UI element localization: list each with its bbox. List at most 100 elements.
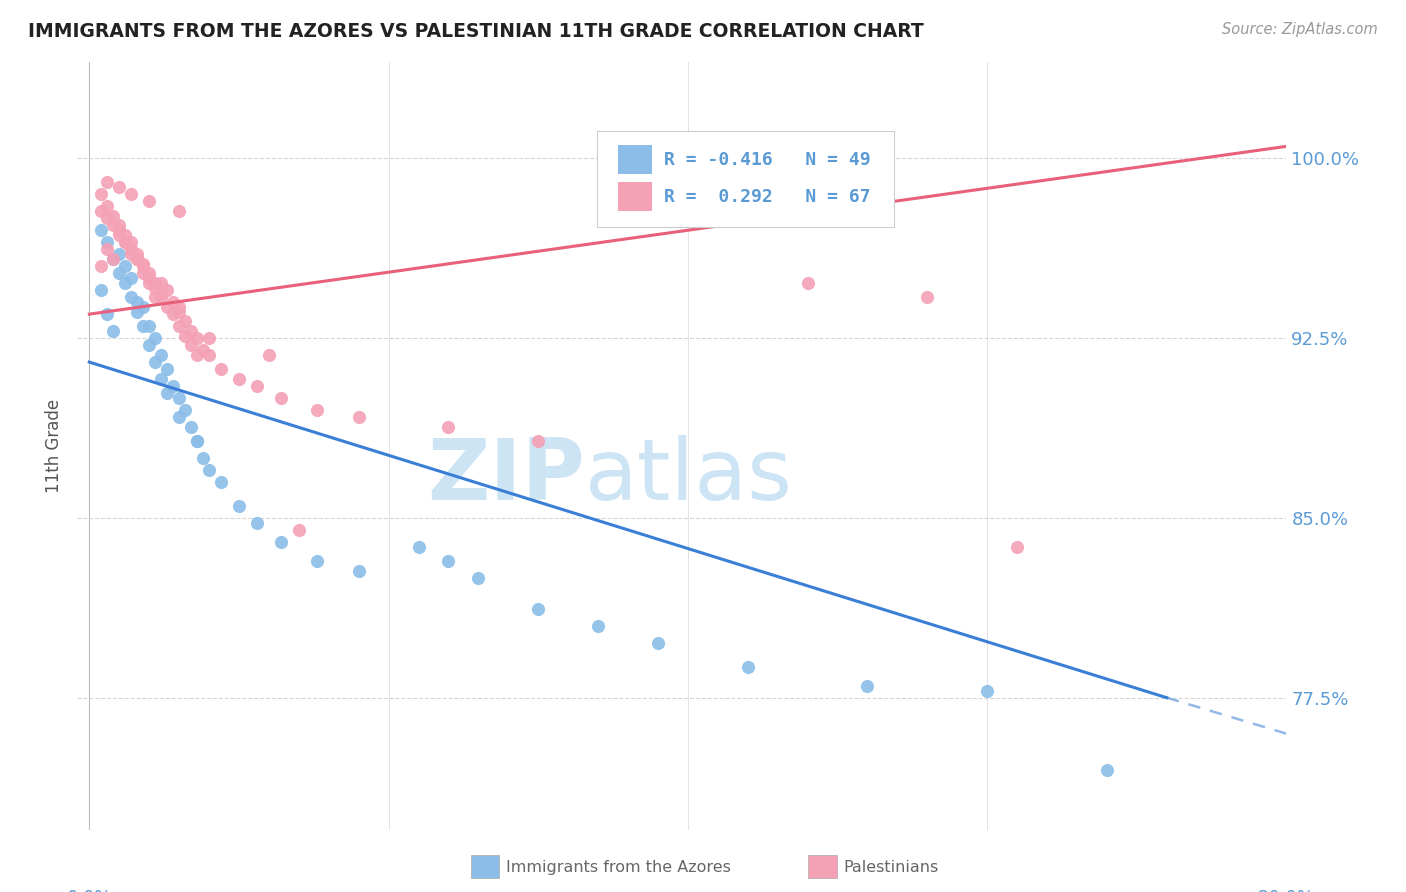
Point xyxy=(138,271,160,285)
Point xyxy=(467,571,489,585)
Point xyxy=(1095,763,1118,777)
Point xyxy=(120,290,142,304)
Text: Source: ZipAtlas.com: Source: ZipAtlas.com xyxy=(1222,22,1378,37)
Point xyxy=(127,247,149,261)
Point xyxy=(198,463,221,477)
Point xyxy=(103,324,125,338)
Point xyxy=(647,635,669,649)
Point xyxy=(127,252,149,266)
Text: 0.0%: 0.0% xyxy=(66,889,112,892)
Point xyxy=(288,523,311,537)
Point xyxy=(120,243,142,257)
Text: Palestinians: Palestinians xyxy=(844,860,939,874)
Point xyxy=(132,267,155,281)
Text: R = -0.416   N = 49: R = -0.416 N = 49 xyxy=(664,151,870,169)
Point xyxy=(156,362,179,376)
Point xyxy=(228,372,250,386)
Point xyxy=(191,343,214,357)
Point xyxy=(167,204,190,219)
Point xyxy=(162,295,184,310)
Point xyxy=(120,235,142,250)
Text: R =  0.292   N = 67: R = 0.292 N = 67 xyxy=(664,187,870,206)
Point xyxy=(103,209,125,223)
Point xyxy=(150,285,173,300)
Point xyxy=(586,619,609,633)
Point xyxy=(174,328,197,343)
Point xyxy=(186,348,208,362)
Point xyxy=(114,235,136,250)
Point xyxy=(976,683,998,698)
Point xyxy=(108,180,131,194)
Point xyxy=(167,300,190,314)
Point xyxy=(856,679,879,693)
Point xyxy=(127,304,149,318)
Point xyxy=(150,276,173,290)
Point xyxy=(103,252,125,266)
Point xyxy=(167,391,190,405)
Point xyxy=(186,331,208,345)
Point xyxy=(138,338,160,352)
Point xyxy=(132,300,155,314)
Point xyxy=(120,247,142,261)
Point xyxy=(174,314,197,328)
Point xyxy=(90,259,112,273)
Point xyxy=(96,175,118,189)
Point xyxy=(143,355,166,369)
Point xyxy=(143,276,166,290)
Point xyxy=(167,319,190,334)
Point xyxy=(198,331,221,345)
Point xyxy=(96,307,118,321)
Point xyxy=(209,475,232,489)
Point xyxy=(114,227,136,242)
Point xyxy=(127,295,149,310)
Point xyxy=(120,187,142,202)
FancyBboxPatch shape xyxy=(617,145,652,175)
Point xyxy=(103,252,125,266)
Point xyxy=(150,290,173,304)
Point xyxy=(143,281,166,295)
Point xyxy=(132,319,155,334)
Point xyxy=(1005,540,1028,554)
Point xyxy=(198,348,221,362)
Point xyxy=(108,247,131,261)
Point xyxy=(270,535,292,549)
Point xyxy=(180,324,202,338)
Point xyxy=(96,243,118,257)
Point xyxy=(103,219,125,233)
FancyBboxPatch shape xyxy=(598,131,894,227)
Point xyxy=(796,276,818,290)
Point xyxy=(527,434,550,449)
Text: Immigrants from the Azores: Immigrants from the Azores xyxy=(506,860,731,874)
Point xyxy=(209,362,232,376)
Point xyxy=(228,499,250,513)
Point xyxy=(270,391,292,405)
Point xyxy=(186,434,208,449)
Point xyxy=(138,194,160,209)
Point xyxy=(305,403,328,417)
Point xyxy=(90,187,112,202)
Point xyxy=(347,410,370,425)
Point xyxy=(162,379,184,393)
FancyBboxPatch shape xyxy=(617,182,652,211)
Point xyxy=(127,252,149,266)
Point xyxy=(162,307,184,321)
Point xyxy=(114,259,136,273)
Point xyxy=(132,259,155,273)
Y-axis label: 11th Grade: 11th Grade xyxy=(45,399,63,493)
Point xyxy=(156,386,179,401)
Point xyxy=(114,276,136,290)
Point xyxy=(167,304,190,318)
Point xyxy=(138,319,160,334)
Text: atlas: atlas xyxy=(585,435,793,518)
Point xyxy=(114,235,136,250)
Point xyxy=(527,602,550,616)
Point xyxy=(108,227,131,242)
Point xyxy=(737,659,759,673)
Point xyxy=(90,283,112,297)
Point xyxy=(90,204,112,219)
Point xyxy=(150,348,173,362)
Point xyxy=(305,554,328,568)
Point xyxy=(108,219,131,233)
Point xyxy=(257,348,280,362)
Point xyxy=(132,257,155,271)
